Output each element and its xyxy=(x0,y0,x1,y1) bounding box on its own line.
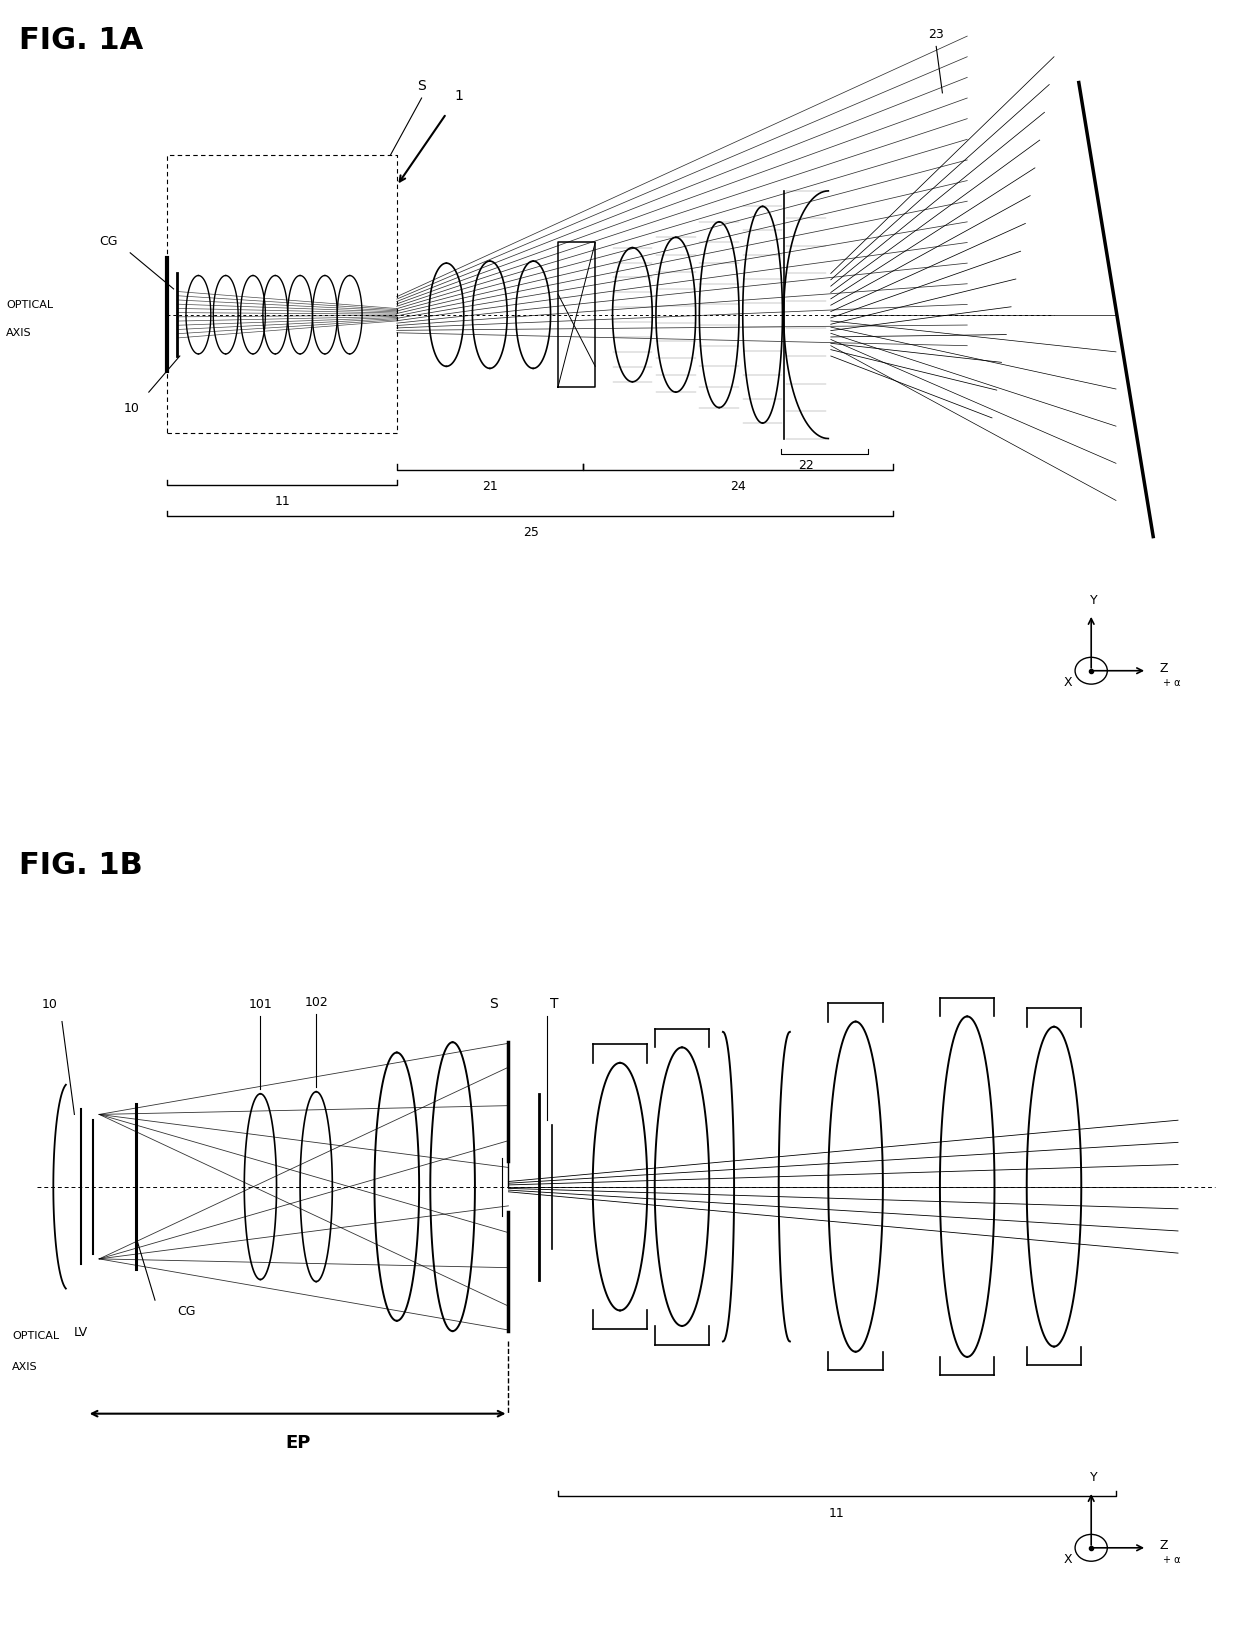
Text: Z: Z xyxy=(1159,1539,1168,1552)
Text: OPTICAL: OPTICAL xyxy=(6,299,53,310)
Text: 102: 102 xyxy=(304,996,329,1009)
Text: 24: 24 xyxy=(730,480,745,492)
Text: 23: 23 xyxy=(929,28,944,41)
Text: 11: 11 xyxy=(275,495,290,509)
Text: T: T xyxy=(551,997,558,1010)
Text: OPTICAL: OPTICAL xyxy=(12,1331,60,1341)
Text: S: S xyxy=(417,79,427,92)
Text: X: X xyxy=(1064,677,1073,688)
Text: CG: CG xyxy=(177,1306,195,1317)
Text: Y: Y xyxy=(1090,1471,1097,1484)
Text: FIG. 1B: FIG. 1B xyxy=(19,852,143,880)
Text: 10: 10 xyxy=(124,403,140,416)
Text: 1: 1 xyxy=(454,89,464,104)
Text: 21: 21 xyxy=(482,480,497,492)
Text: S: S xyxy=(489,997,498,1010)
Text: LV: LV xyxy=(73,1326,88,1339)
Text: AXIS: AXIS xyxy=(12,1362,38,1372)
Text: 25: 25 xyxy=(523,527,538,540)
Text: Y: Y xyxy=(1090,594,1097,606)
Text: 22: 22 xyxy=(799,459,813,472)
Text: AXIS: AXIS xyxy=(6,329,32,338)
Text: X: X xyxy=(1064,1554,1073,1567)
Text: 101: 101 xyxy=(248,999,273,1010)
Text: CG: CG xyxy=(99,234,118,248)
Text: Z: Z xyxy=(1159,662,1168,675)
Text: 10: 10 xyxy=(42,999,57,1010)
Text: EP: EP xyxy=(285,1435,310,1453)
Text: + α: + α xyxy=(1163,679,1180,688)
Text: 11: 11 xyxy=(830,1506,844,1519)
Text: + α: + α xyxy=(1163,1555,1180,1565)
Text: FIG. 1A: FIG. 1A xyxy=(19,26,143,54)
